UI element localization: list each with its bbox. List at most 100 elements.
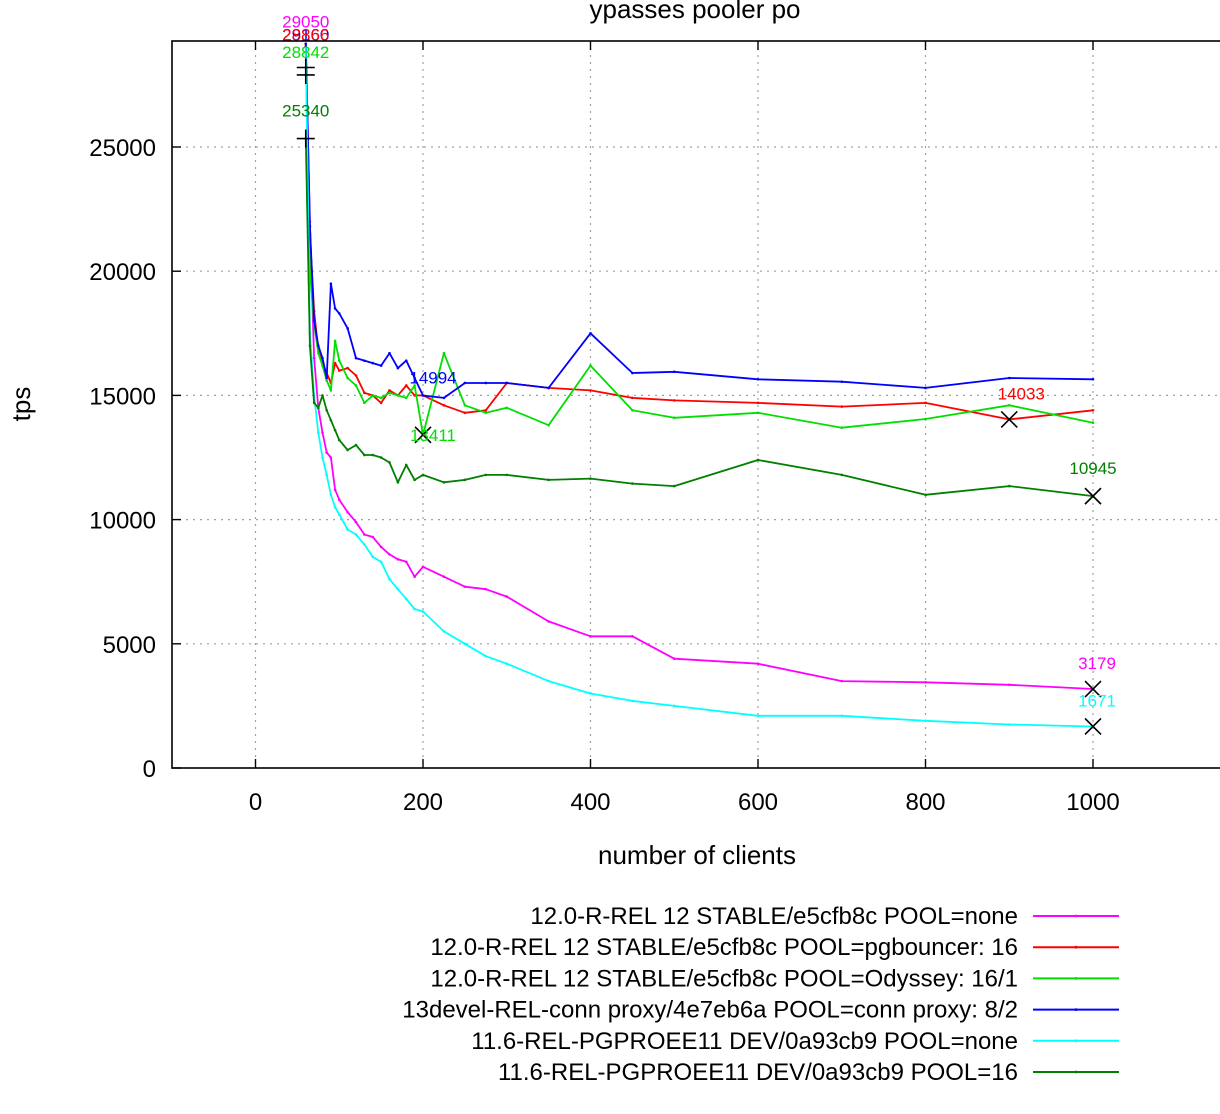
data-label: 3179 [1078,654,1116,673]
data-point [484,587,488,591]
data-point [363,453,366,457]
data-point [312,401,316,405]
grid [172,41,1220,769]
series-line-2 [304,46,1094,421]
data-point [346,376,349,380]
data-point [346,366,349,370]
data-point [505,381,509,385]
data-point [442,351,446,355]
data-point [354,384,358,387]
data-point [379,396,383,400]
data-point [354,443,358,447]
data-point [325,376,328,380]
data-point [547,386,550,390]
x-tick-label: 200 [403,789,443,816]
data-point [672,416,676,420]
data-point [631,409,634,412]
series-group [304,42,1095,728]
data-point [421,394,425,397]
min-marker [1084,487,1102,505]
data-point [346,510,349,514]
data-point [379,560,383,564]
data-point [333,488,337,492]
x-tick-label: 0 [249,789,262,816]
max-marker [296,129,315,148]
data-point [589,364,592,367]
data-point [589,477,592,480]
data-point [1007,376,1011,380]
legend: 12.0-R-REL 12 STABLE/e5cfb8c POOL=none 12… [402,903,1119,1086]
data-point [346,528,349,531]
data-point [1007,404,1011,407]
data-point [404,396,408,400]
data-point [756,377,760,381]
data-point [354,520,358,524]
data-point [329,282,333,285]
plot-frame [171,40,1220,769]
y-tick-label: 10000 [89,508,156,535]
data-label: 29160 [282,26,329,45]
data-point [337,359,341,362]
data-point [484,411,488,415]
data-point [371,394,375,397]
data-point [333,307,337,310]
data-point [312,319,316,323]
data-point [329,493,333,497]
data-point [371,555,375,559]
data-point [404,359,408,362]
tick-group: 0 200 400 600 800 100005000100001500020000250… [89,41,1120,816]
data-point [505,473,509,477]
series-line-4 [304,43,1094,399]
data-point [547,478,550,482]
y-tick-label: 0 [143,756,156,783]
legend-label: 12.0-R-REL 12 STABLE/e5cfb8c POOL=pgboun… [430,934,1018,961]
data-point [317,351,320,355]
data-point [1007,484,1011,488]
data-point [363,533,366,536]
data-point [840,473,844,477]
data-point [672,657,676,661]
data-point [756,714,760,718]
min-marker [414,426,432,444]
data-point [321,431,324,434]
data-point [308,344,312,348]
series-line-3 [304,52,1094,436]
data-point [388,351,391,355]
data-point [484,381,488,385]
data-point [413,478,416,482]
legend-swatch-point [1074,977,1078,980]
data-point [333,339,337,343]
data-point [325,451,328,454]
data-point [363,391,366,395]
data-point [337,312,341,315]
data-point [388,389,391,392]
data-label: 10945 [1069,459,1116,478]
data-point [463,478,467,482]
data-point [421,473,425,477]
chart-title: ypasses pooler po [589,0,800,24]
series-line-6 [304,138,1094,497]
data-point [421,565,425,569]
y-axis-label: tps [6,387,36,422]
data-label: 29050 [282,12,329,31]
max-marker [296,65,315,84]
data-point [413,384,416,387]
data-point [463,642,467,646]
y-tick-label: 5000 [103,632,156,659]
data-point [308,225,312,228]
data-point [329,418,333,422]
data-point [589,332,592,335]
data-point [924,401,927,405]
y-tick-label: 20000 [89,259,156,286]
data-point [924,719,927,723]
data-point [840,380,844,384]
data-point [354,356,358,360]
data-point [924,417,927,421]
data-point [840,426,844,429]
data-point [396,481,400,484]
data-point [413,607,416,611]
data-point [317,344,320,348]
data-point [346,448,349,452]
data-point [631,699,634,703]
data-point [631,371,634,375]
